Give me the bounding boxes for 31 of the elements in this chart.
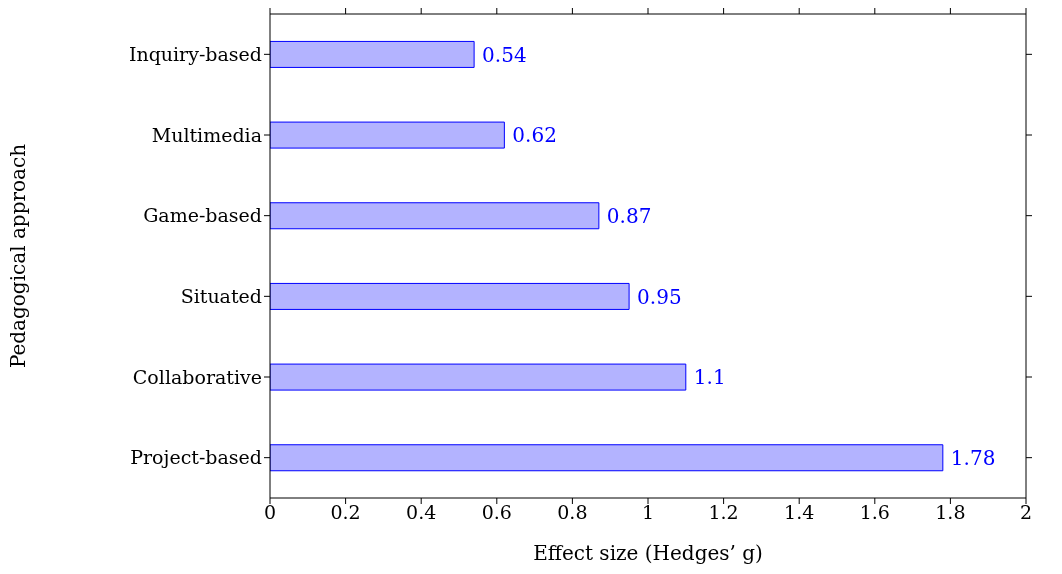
x-tick-label: 2 xyxy=(1019,501,1033,524)
x-tick-label: 1.8 xyxy=(935,501,966,524)
bar xyxy=(270,121,505,149)
data-label: 0.95 xyxy=(637,284,682,309)
x-tick-label: 0.6 xyxy=(481,501,512,524)
y-tick-label: Project-based xyxy=(130,446,262,469)
x-tick-label: 1.6 xyxy=(859,501,890,524)
bar xyxy=(270,282,630,310)
bar xyxy=(270,40,475,68)
data-label: 0.87 xyxy=(606,203,652,228)
y-tick-label: Game-based xyxy=(143,204,262,227)
data-label: 0.62 xyxy=(512,123,557,148)
bar xyxy=(270,202,600,230)
x-tick-label: 1.2 xyxy=(708,501,739,524)
bar xyxy=(270,363,687,391)
x-tick-label: 0.8 xyxy=(557,501,588,524)
x-tick-label: 1.4 xyxy=(784,501,815,524)
x-tick-label: 1 xyxy=(641,501,655,524)
x-tick-label: 0.2 xyxy=(330,501,361,524)
x-tick-label: 0.4 xyxy=(406,501,437,524)
y-tick-label: Collaborative xyxy=(132,365,262,388)
y-tick-label: Situated xyxy=(180,285,262,308)
y-tick-label: Multimedia xyxy=(151,123,262,146)
y-axis-title: Pedagogical approach xyxy=(6,143,31,369)
bar xyxy=(270,444,944,472)
data-label: 0.54 xyxy=(482,42,527,67)
data-label: 1.78 xyxy=(950,445,996,470)
data-label: 1.1 xyxy=(693,365,726,390)
y-tick-label: Inquiry-based xyxy=(128,43,262,66)
x-axis-title: Effect size (Hedges’ g) xyxy=(533,541,763,565)
x-tick-label: 0 xyxy=(263,501,277,524)
